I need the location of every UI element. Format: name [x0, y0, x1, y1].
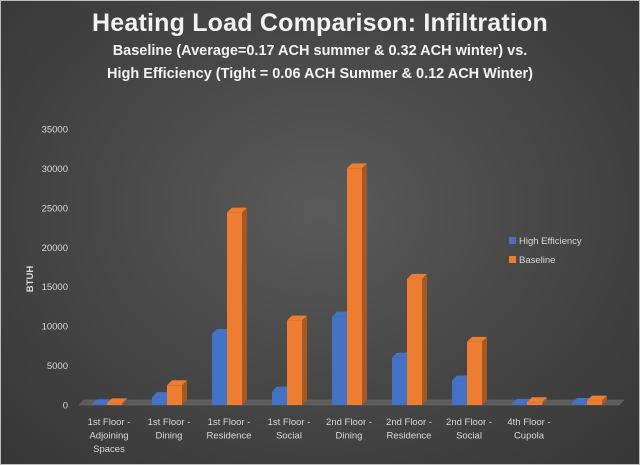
bar-top-face [227, 207, 247, 213]
bar-baseline [407, 273, 427, 405]
bar-front-face [107, 403, 122, 405]
bar-front-face [452, 380, 467, 405]
bar-side-face [122, 398, 127, 405]
x-tick-label: Residence [207, 431, 252, 442]
y-tick-label: 0 [63, 401, 68, 412]
x-tick-label: Social [276, 431, 302, 442]
x-tick-label: 1st Floor - [268, 417, 311, 428]
x-tick-label: Adjoining [89, 431, 128, 442]
bar-front-face [287, 320, 302, 405]
bar-front-face [392, 357, 407, 405]
x-tick-label: Dining [156, 431, 183, 442]
bar-side-face [182, 380, 187, 405]
bar-side-face [602, 395, 607, 405]
bar-top-face [347, 163, 367, 169]
y-tick-label: 35000 [42, 125, 68, 136]
x-tick-label: Spaces [93, 444, 125, 455]
bar-side-face [542, 397, 547, 405]
bar-baseline [227, 207, 247, 405]
chart-title: Heating Load Comparison: Infiltration [91, 9, 548, 37]
bar-top-face [467, 336, 487, 342]
y-axis-title: BTUH [25, 266, 36, 293]
bar-top-face [107, 398, 127, 404]
y-tick-label: 20000 [42, 243, 68, 254]
bar-top-face [167, 380, 187, 386]
x-tick-label: 4th Floor - [507, 417, 550, 428]
bar-top-face [287, 315, 307, 321]
bar-side-face [362, 163, 367, 405]
x-tick-label: 1st Floor - [208, 417, 251, 428]
bar-front-face [152, 397, 167, 405]
bar-front-face [467, 341, 482, 405]
x-tick-label: 2nd Floor - [446, 417, 492, 428]
bar-baseline [167, 380, 187, 405]
bar-top-face [92, 399, 112, 405]
bar-side-face [242, 207, 247, 405]
bar-baseline [107, 398, 127, 405]
x-tick-label: 1st Floor - [88, 417, 131, 428]
y-tick-label: 15000 [42, 282, 68, 293]
bar-front-face [227, 212, 242, 405]
y-tick-label: 30000 [42, 164, 68, 175]
y-tick-label: 5000 [47, 361, 68, 372]
legend-label: High Efficiency [519, 236, 582, 247]
bar-front-face [347, 168, 362, 405]
chart-subtitle-line-1: Baseline (Average=0.17 ACH summer & 0.32… [112, 43, 528, 59]
bar-top-face [407, 273, 427, 279]
bar-front-face [272, 391, 287, 405]
bar-side-face [422, 273, 427, 405]
bar-top-face [527, 397, 547, 403]
bar-side-face [482, 336, 487, 405]
bar-front-face [527, 402, 542, 405]
bar-front-face [92, 404, 107, 405]
bar-baseline [287, 315, 307, 405]
legend-label: Baseline [519, 255, 555, 266]
bar-front-face [407, 278, 422, 405]
y-tick-label: 10000 [42, 322, 68, 333]
bar-baseline [467, 336, 487, 405]
legend-swatch [509, 237, 516, 244]
bar-front-face [212, 334, 227, 405]
bar-baseline [587, 395, 607, 405]
bar-side-face [302, 315, 307, 405]
x-tick-label: Dining [336, 431, 363, 442]
x-tick-label: 2nd Floor - [326, 417, 372, 428]
bar-baseline [347, 163, 367, 405]
bar-front-face [587, 400, 602, 405]
x-tick-label: Residence [387, 431, 432, 442]
x-tick-label: Social [456, 431, 482, 442]
bar-front-face [572, 403, 587, 405]
bar-front-face [332, 316, 347, 405]
x-tick-label: 1st Floor - [148, 417, 191, 428]
bar-front-face [512, 403, 527, 405]
x-tick-label: Cupola [514, 431, 545, 442]
bar-top-face [587, 395, 607, 401]
y-tick-label: 25000 [42, 203, 68, 214]
bar-front-face [167, 385, 182, 405]
legend-swatch [509, 256, 516, 263]
chart-subtitle-line-2: High Efficiency (Tight = 0.06 ACH Summer… [107, 66, 533, 82]
x-tick-label: 2nd Floor - [386, 417, 432, 428]
bar-baseline [527, 397, 547, 405]
